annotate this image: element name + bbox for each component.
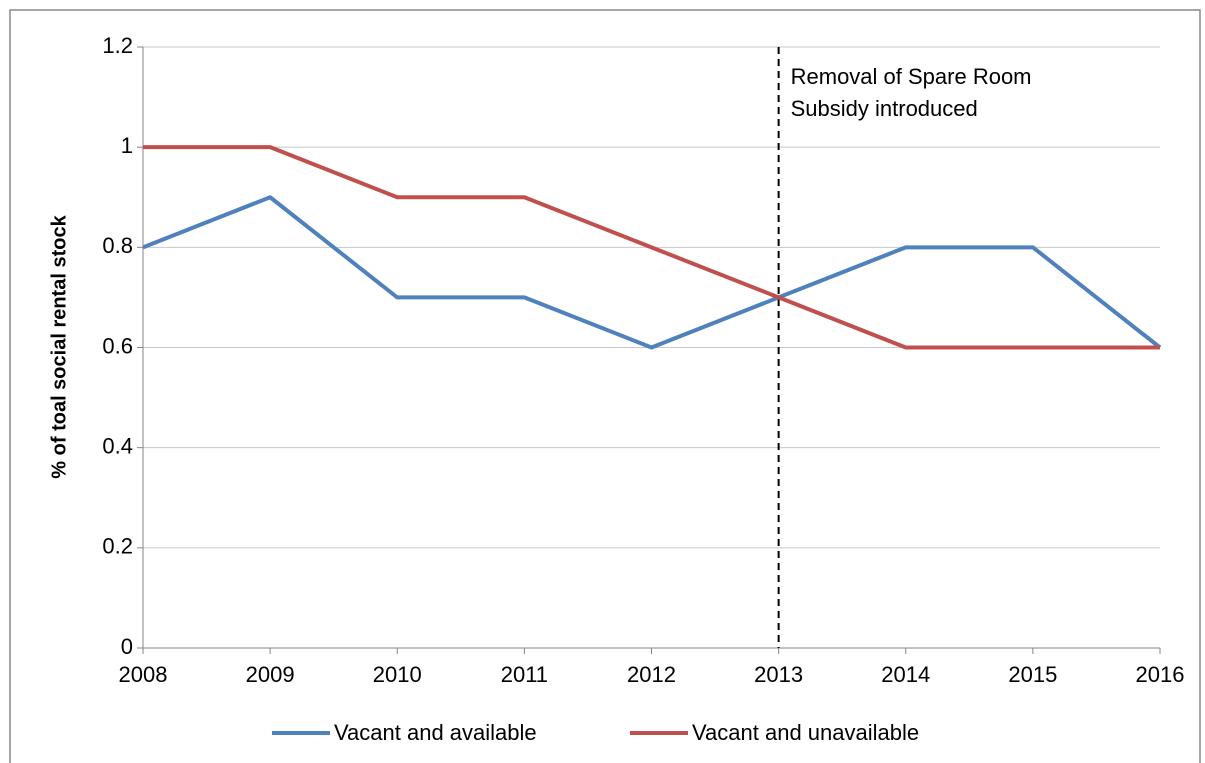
legend-label: Vacant and unavailable: [692, 720, 919, 745]
x-tick-label: 2014: [881, 662, 930, 687]
y-tick-label: 1.2: [102, 33, 133, 58]
chart-border: [9, 9, 1201, 763]
y-axis-label: % of toal social rental stock: [48, 214, 70, 478]
x-tick-label: 2013: [754, 662, 803, 687]
legend-label: Vacant and available: [334, 720, 537, 745]
y-tick-label: 0.6: [102, 333, 133, 358]
x-tick-label: 2011: [501, 662, 548, 687]
x-tick-label: 2008: [119, 662, 168, 687]
series-line: [143, 145, 1160, 350]
y-tick-label: 0.2: [102, 534, 133, 559]
y-tick-label: 0.8: [102, 233, 133, 258]
y-tick-label: 0: [121, 634, 133, 659]
x-tick-label: 2015: [1008, 662, 1057, 687]
annotation-text: Removal of Spare Room: [791, 64, 1032, 89]
y-tick-label: 0.4: [102, 433, 133, 458]
x-tick-label: 2009: [246, 662, 295, 687]
x-tick-label: 2016: [1136, 662, 1185, 687]
series-line: [142, 195, 1162, 350]
annotation-text: Subsidy introduced: [791, 96, 978, 121]
y-tick-label: 1: [121, 133, 133, 158]
x-tick-label: 2012: [627, 662, 676, 687]
x-tick-label: 2010: [373, 662, 422, 687]
